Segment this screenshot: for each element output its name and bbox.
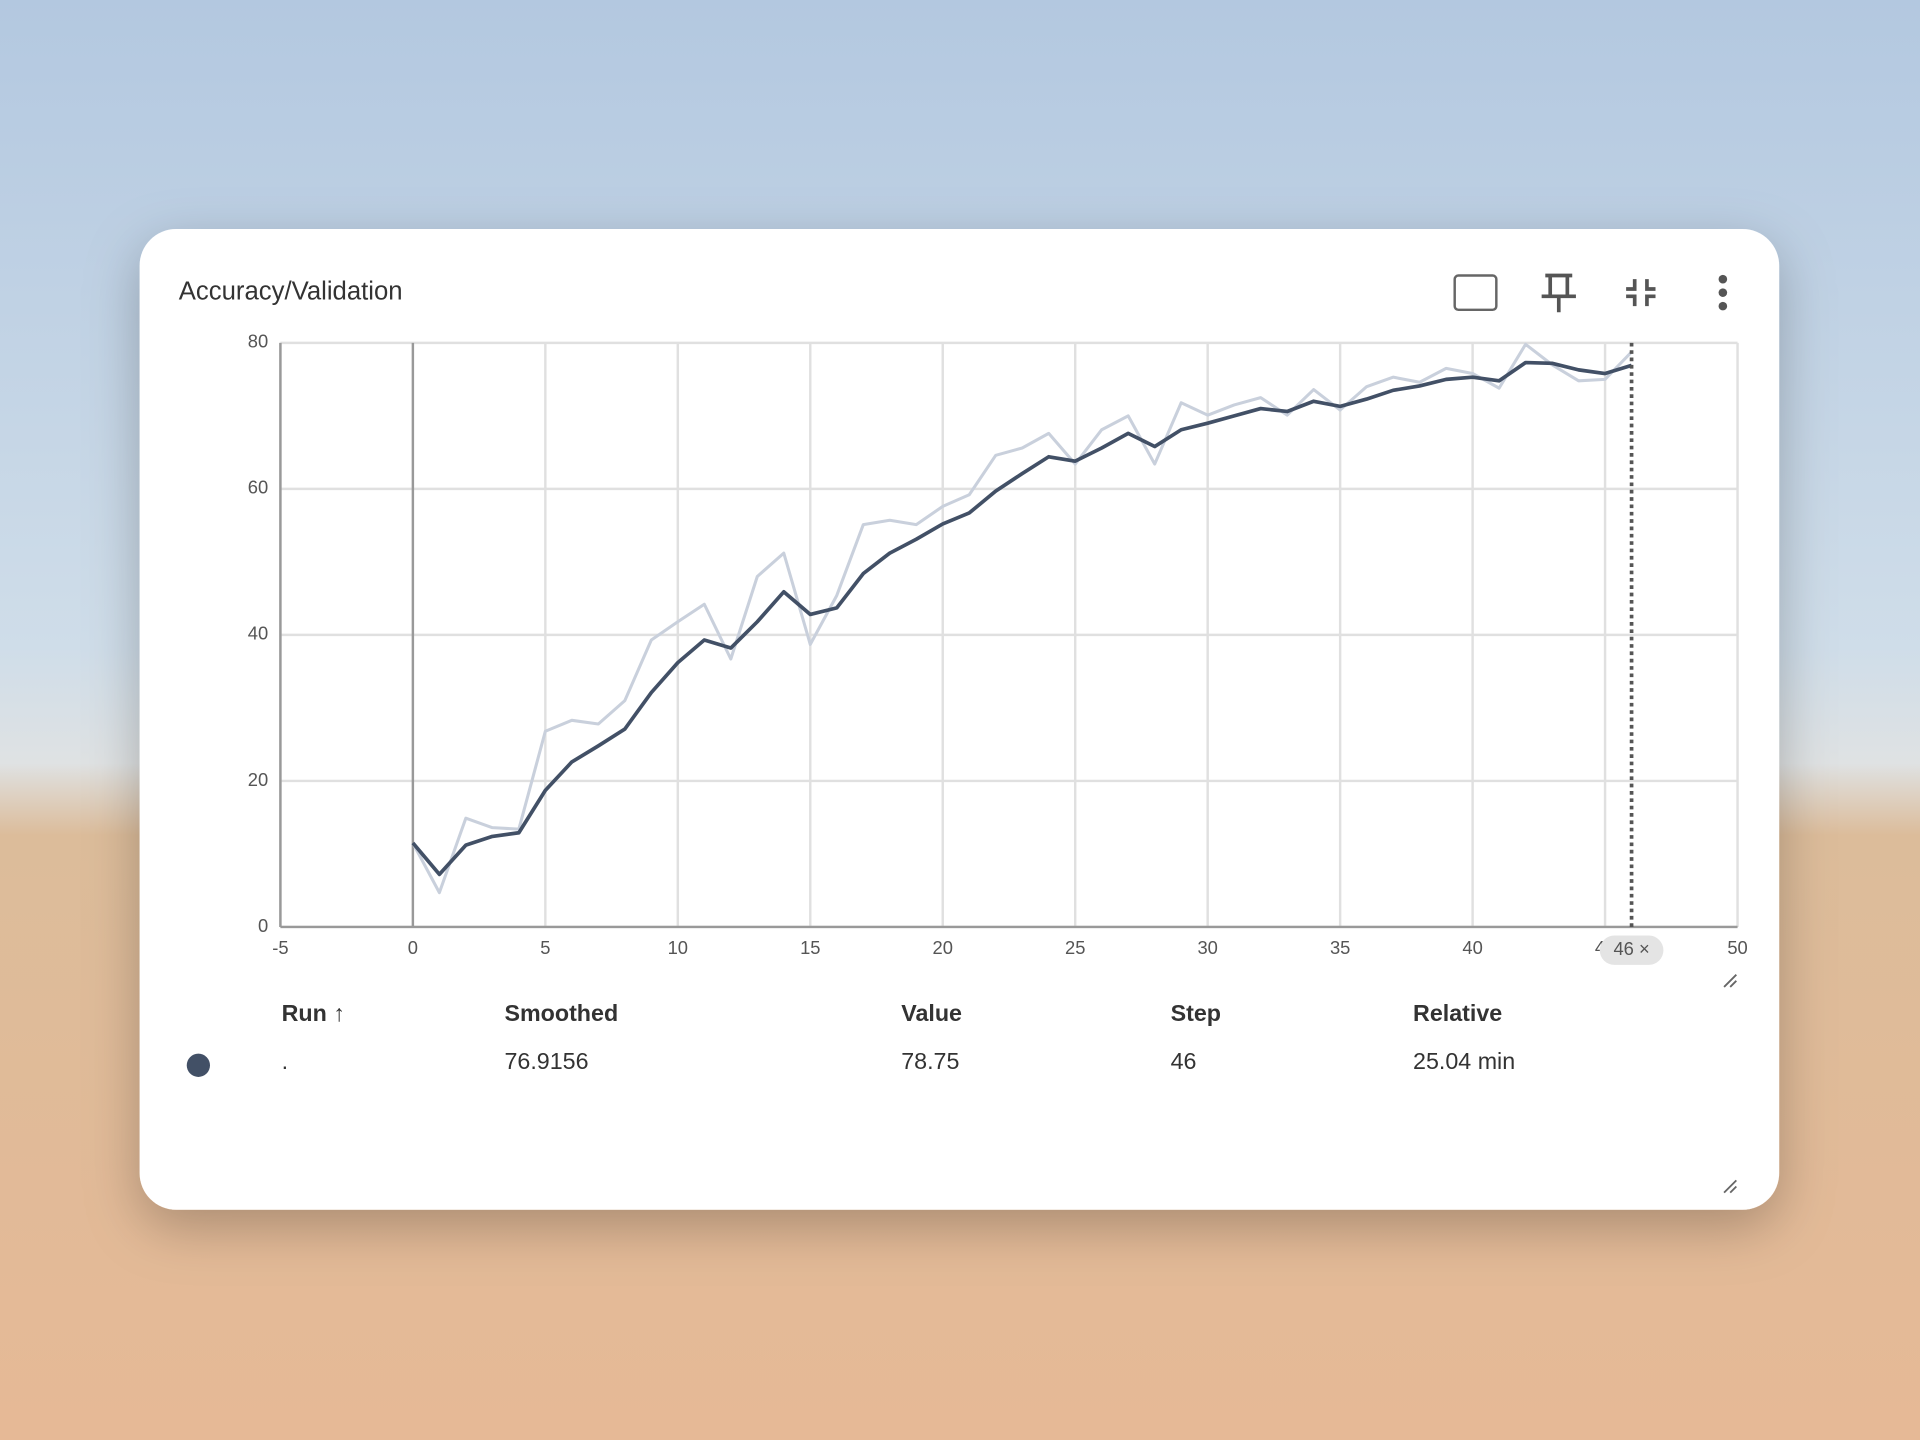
table-cell: 25.04 min — [1413, 1048, 1515, 1074]
x-tick-label: 20 — [933, 937, 953, 958]
resize-handle[interactable] — [1723, 974, 1737, 988]
collapse-icon[interactable] — [1626, 279, 1656, 307]
table-header: Smoothed — [504, 1000, 618, 1026]
run-color-dot — [186, 1053, 210, 1077]
table-cell: 78.75 — [901, 1048, 959, 1074]
table-header: Value — [901, 1000, 962, 1026]
x-tick-label: 25 — [1065, 937, 1085, 958]
x-tick-label: 50 — [1727, 937, 1747, 958]
x-tick-label: 5 — [540, 937, 550, 958]
cursor-label[interactable]: 46 × — [1613, 938, 1649, 959]
y-tick-label: 60 — [248, 477, 268, 498]
x-tick-label: 30 — [1197, 937, 1217, 958]
fit-icon[interactable] — [1453, 274, 1498, 312]
series-line — [411, 342, 1633, 895]
x-tick-label: 35 — [1330, 937, 1350, 958]
x-tick-label: 10 — [668, 937, 688, 958]
cursor-badge — [1599, 935, 1664, 965]
pin-icon[interactable] — [1541, 273, 1576, 313]
series-line — [411, 360, 1633, 877]
table-cell: 46 — [1171, 1048, 1197, 1074]
y-tick-label: 20 — [248, 769, 268, 790]
resize-handle[interactable] — [1723, 1179, 1737, 1194]
table-header: Run ↑ — [282, 1000, 345, 1026]
table-header: Relative — [1413, 1000, 1502, 1026]
table-cell: . — [282, 1048, 288, 1074]
y-tick-label: 80 — [248, 331, 268, 352]
x-tick-label: 40 — [1462, 937, 1482, 958]
y-tick-label: 40 — [248, 623, 268, 644]
table-header: Step — [1171, 1000, 1221, 1026]
y-tick-label: 0 — [258, 915, 268, 936]
chart-title: Accuracy/Validation — [179, 277, 403, 305]
table-cell: 76.9156 — [504, 1048, 588, 1074]
x-tick-label: 15 — [800, 937, 820, 958]
x-tick-label: 0 — [408, 937, 418, 958]
card — [139, 228, 1780, 1210]
x-tick-label: -5 — [272, 937, 288, 958]
menu-icon[interactable] — [1718, 274, 1728, 311]
